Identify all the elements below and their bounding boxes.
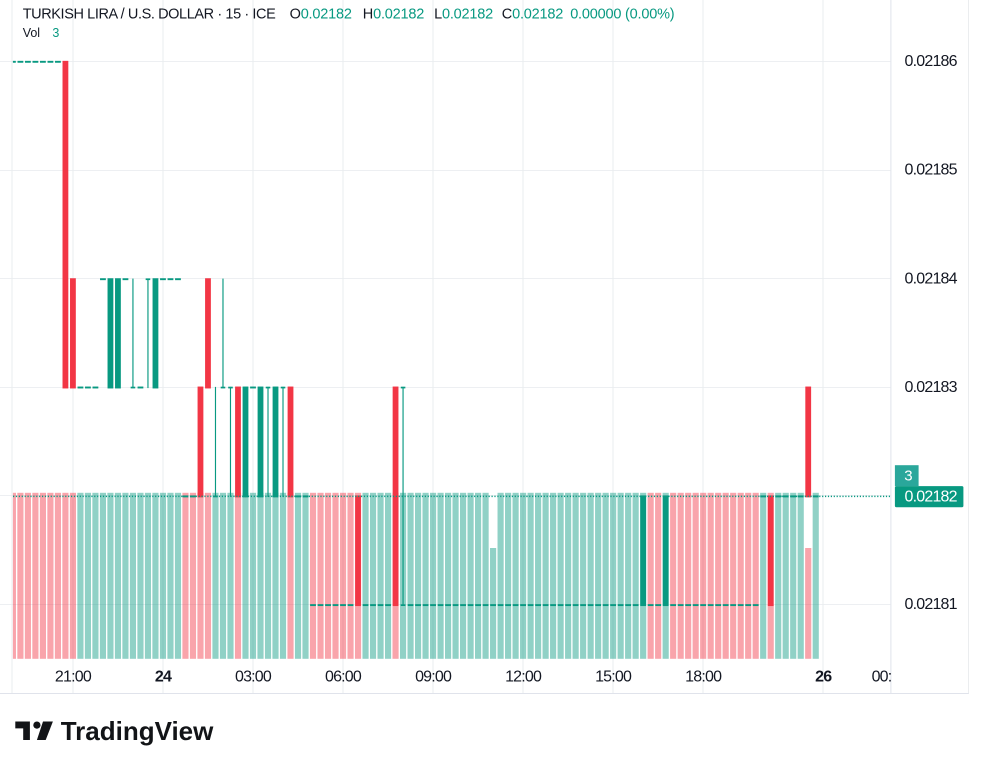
- svg-text:26: 26: [815, 668, 832, 685]
- svg-text:0.02185: 0.02185: [905, 162, 958, 179]
- svg-text:09:00: 09:00: [415, 668, 452, 685]
- svg-text:3: 3: [904, 468, 912, 485]
- svg-text:H0.02182: H0.02182: [363, 6, 424, 22]
- svg-text:24: 24: [155, 668, 172, 685]
- svg-text:03:00: 03:00: [235, 668, 272, 685]
- svg-text:C0.02182: C0.02182: [502, 6, 563, 22]
- svg-text:0.02183: 0.02183: [905, 379, 958, 396]
- svg-text:18:00: 18:00: [685, 668, 722, 685]
- svg-text:12:00: 12:00: [505, 668, 542, 685]
- svg-text:3: 3: [52, 26, 59, 40]
- svg-text:21:00: 21:00: [55, 668, 92, 685]
- svg-text:TradingView: TradingView: [61, 716, 214, 746]
- svg-text:Vol: Vol: [23, 26, 40, 40]
- svg-text:06:00: 06:00: [325, 668, 362, 685]
- svg-text:0.02184: 0.02184: [905, 271, 958, 288]
- svg-text:TURKISH LIRA / U.S. DOLLAR · 1: TURKISH LIRA / U.S. DOLLAR · 15 · ICE: [23, 6, 276, 22]
- svg-text:O0.02182: O0.02182: [290, 6, 352, 22]
- svg-text:00:: 00:: [872, 668, 892, 685]
- svg-text:15:00: 15:00: [595, 668, 632, 685]
- svg-text:0.00000 (0.00%): 0.00000 (0.00%): [570, 6, 674, 22]
- svg-text:0.02186: 0.02186: [905, 53, 958, 70]
- svg-text:0.02181: 0.02181: [905, 596, 958, 613]
- svg-text:0.02182: 0.02182: [905, 489, 958, 506]
- svg-text:L0.02182: L0.02182: [434, 6, 493, 22]
